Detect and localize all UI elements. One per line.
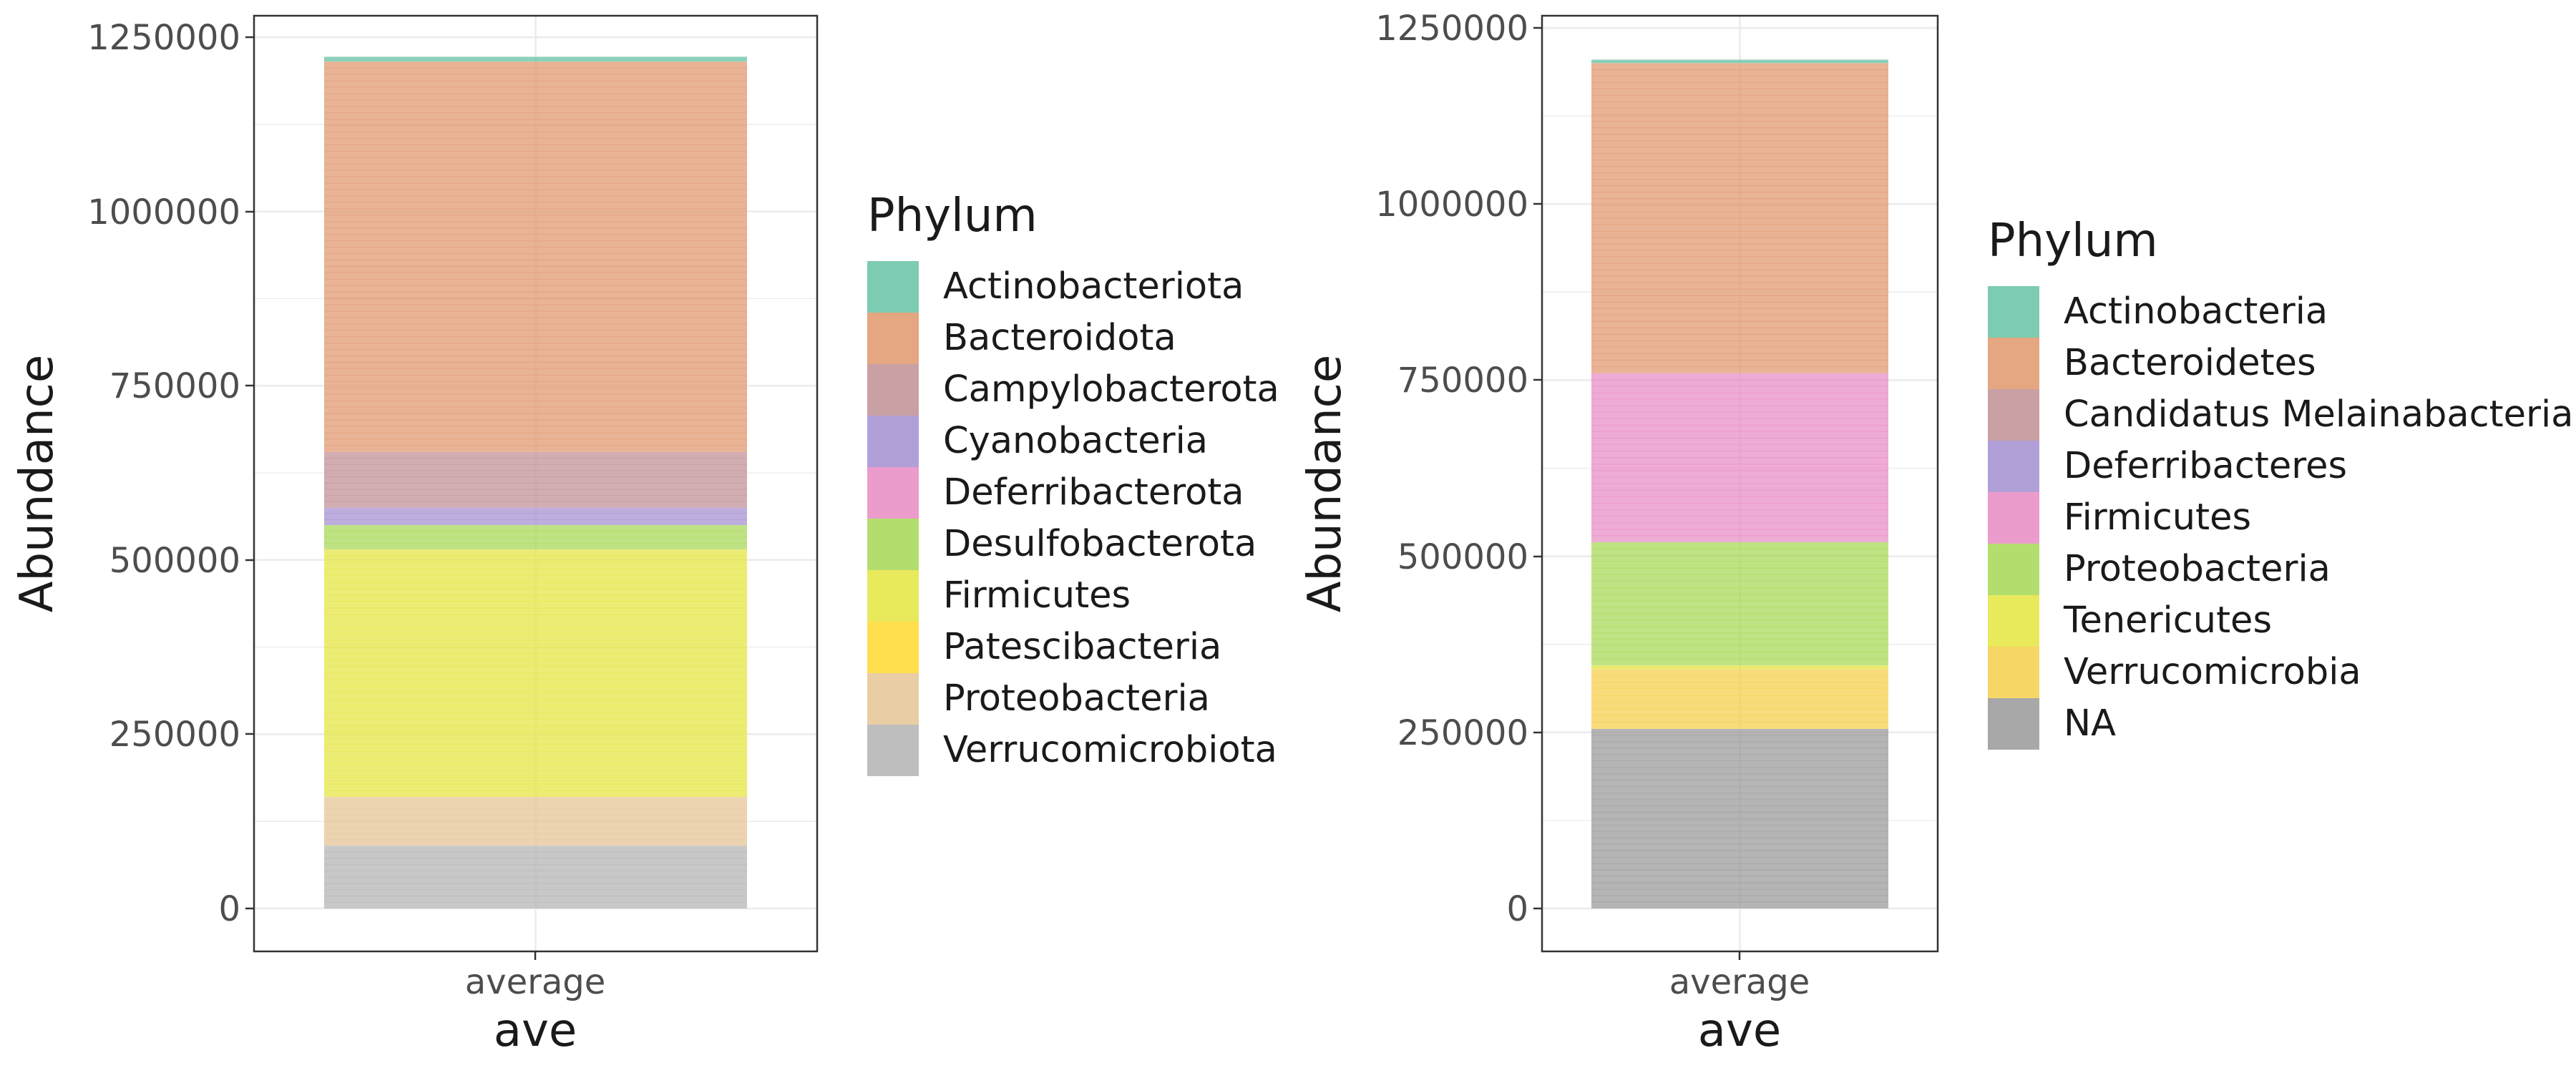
right-legend-label: Proteobacteria <box>2064 548 2331 590</box>
left-y-tick: 500000 <box>109 541 254 581</box>
right-legend-label: Tenericutes <box>2063 599 2272 642</box>
left-x-axis: average <box>465 951 606 1002</box>
left-y-tick: 1250000 <box>87 18 254 58</box>
left-legend-label: Patescibacteria <box>943 626 1221 668</box>
right-bar-segment-verrucomicrobia <box>1591 669 1888 729</box>
left-chart-panel: 0 250000 500000 750000 1000000 1250000 <box>11 14 1279 1057</box>
right-chart-panel: 0 250000 500000 750000 1000000 1250000 <box>1299 9 2573 1057</box>
right-legend-key-candidatus-melainabacteria <box>1988 389 2039 441</box>
right-y-tick: 750000 <box>1397 361 1542 401</box>
right-bar-segment-actinobacteria <box>1591 59 1888 64</box>
right-y-tick: 1000000 <box>1375 185 1542 225</box>
right-y-tick-label: 500000 <box>1397 537 1528 577</box>
left-legend-label: Verrucomicrobiota <box>943 729 1277 771</box>
left-legend-label: Firmicutes <box>943 574 1131 617</box>
left-y-tick: 0 <box>218 889 254 929</box>
left-bar-segment-firmicutes <box>324 549 747 798</box>
right-y-axis-title: Abundance <box>1299 355 1352 613</box>
right-x-tick-label: average <box>1669 962 1810 1002</box>
left-legend-label: Actinobacteriota <box>943 265 1244 308</box>
right-y-tick: 250000 <box>1397 713 1542 753</box>
right-legend-key-proteobacteria <box>1988 544 2039 595</box>
left-y-axis: 0 250000 500000 750000 1000000 1250000 <box>87 18 254 929</box>
left-bar-segment-desulfobacterota <box>324 525 747 550</box>
right-legend-label: Deferribacteres <box>2064 445 2347 487</box>
left-y-tick-label: 750000 <box>109 366 240 406</box>
right-y-tick-label: 750000 <box>1397 361 1528 401</box>
right-legend-key-actinobacteria <box>1988 286 2039 338</box>
left-legend-title: Phylum <box>867 190 1038 242</box>
right-legend-label: Actinobacteria <box>2064 290 2328 333</box>
right-legend-key-na <box>1988 698 2039 750</box>
left-y-tick: 250000 <box>109 715 254 755</box>
left-stacked-bar <box>324 57 747 908</box>
right-legend-label: Verrucomicrobia <box>2064 651 2361 693</box>
right-x-axis: average <box>1669 951 1810 1002</box>
left-y-tick-label: 250000 <box>109 715 240 755</box>
left-legend-key-verrucomicrobiota <box>867 725 919 776</box>
right-y-tick: 0 <box>1506 889 1542 929</box>
left-legend-key-bacteroidota <box>867 313 919 364</box>
right-bar-segment-bacteroidetes <box>1591 63 1888 373</box>
left-x-tick-label: average <box>465 962 606 1002</box>
right-y-tick: 1250000 <box>1375 9 1542 49</box>
left-bar-segment-actinobacteriota <box>324 57 747 62</box>
left-bar-segment-cyanobacteria <box>324 507 747 526</box>
left-legend-items: Actinobacteriota Bacteroidota Campylobacte… <box>867 261 1279 776</box>
right-legend-key-firmicutes <box>1988 492 2039 544</box>
left-legend-key-actinobacteriota <box>867 261 919 313</box>
left-y-tick: 750000 <box>109 366 254 406</box>
right-y-tick-label: 1250000 <box>1375 9 1528 49</box>
right-bar-segment-firmicutes <box>1591 373 1888 542</box>
right-bar-segment-na <box>1591 728 1888 908</box>
right-legend-items: Actinobacteria Bacteroidetes Candidatus Me… <box>1988 286 2573 750</box>
right-y-axis: 0 250000 500000 750000 1000000 1250000 <box>1375 9 1542 929</box>
left-legend-key-patescibacteria <box>867 622 919 673</box>
left-y-tick-label: 500000 <box>109 541 240 581</box>
left-legend-key-cyanobacteria <box>867 416 919 467</box>
left-legend: Phylum Actinobacteriota Bacteroidota Campy… <box>867 190 1279 776</box>
right-legend-label: Bacteroidetes <box>2064 342 2316 384</box>
left-y-tick: 1000000 <box>87 192 254 232</box>
right-x-axis-title: ave <box>1698 1004 1781 1057</box>
right-stacked-bar <box>1591 59 1888 908</box>
right-legend-key-tenericutes <box>1988 595 2039 647</box>
left-legend-label: Proteobacteria <box>943 677 1210 720</box>
left-legend-key-firmicutes <box>867 570 919 622</box>
left-legend-key-desulfobacterota <box>867 519 919 570</box>
left-bar-segment-bacteroidota <box>324 62 747 452</box>
right-legend-title: Phylum <box>1988 215 2158 268</box>
right-bar-segment-proteobacteria <box>1591 542 1888 666</box>
left-legend-label: Cyanobacteria <box>943 420 1208 462</box>
left-legend-label: Bacteroidota <box>943 317 1176 359</box>
left-legend-label: Desulfobacterota <box>943 523 1257 565</box>
left-y-axis-title: Abundance <box>11 355 64 613</box>
right-bar-segment-tenericutes <box>1591 665 1888 670</box>
right-legend-label: Candidatus Melainabacteria <box>2064 393 2573 436</box>
right-y-tick-label: 250000 <box>1397 713 1528 753</box>
left-legend-key-deferribacterota <box>867 467 919 519</box>
left-bar-segment-campylobacterota <box>324 451 747 508</box>
right-legend-label: Firmicutes <box>2064 496 2251 539</box>
right-legend-key-deferribacteres <box>1988 441 2039 492</box>
right-y-tick: 500000 <box>1397 537 1542 577</box>
left-y-tick-label: 1000000 <box>87 192 240 232</box>
right-legend: Phylum Actinobacteria Bacteroidetes Candid… <box>1988 215 2573 750</box>
left-x-axis-title: ave <box>494 1004 577 1057</box>
left-legend-label: Campylobacterota <box>943 368 1279 411</box>
right-y-tick-label: 1000000 <box>1375 185 1528 225</box>
right-legend-key-bacteroidetes <box>1988 338 2039 389</box>
left-legend-key-proteobacteria <box>867 673 919 725</box>
right-legend-label: NA <box>2064 702 2116 745</box>
left-legend-key-campylobacterota <box>867 364 919 416</box>
left-bar-segment-verrucomicrobiota <box>324 846 747 908</box>
left-bar-segment-proteobacteria <box>324 797 747 846</box>
right-y-tick-label: 0 <box>1506 889 1528 929</box>
right-legend-key-verrucomicrobia <box>1988 647 2039 698</box>
left-y-tick-label: 1250000 <box>87 18 240 58</box>
left-y-tick-label: 0 <box>218 889 240 929</box>
left-legend-label: Deferribacterota <box>943 471 1244 514</box>
